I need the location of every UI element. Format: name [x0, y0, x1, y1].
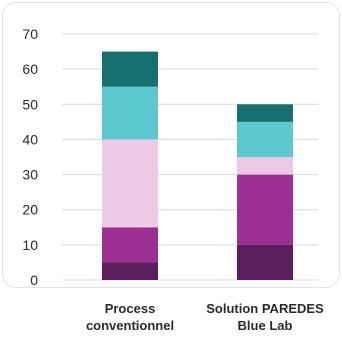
y-tick-label: 40 [22, 131, 38, 147]
y-tick-label: 20 [22, 202, 38, 218]
category-label: conventionnel [86, 318, 174, 333]
category-label: Process [105, 301, 156, 316]
category-labels: Process conventionnel Solution PAREDES Blue… [86, 301, 324, 333]
bar-segment [237, 121, 293, 157]
y-axis-ticks: 0 10 20 30 40 50 60 70 [22, 26, 38, 288]
bars [102, 51, 293, 280]
bar-segment [237, 174, 293, 245]
bar-segment [237, 157, 293, 175]
category-label: Solution PAREDES [206, 301, 324, 316]
y-tick-label: 10 [22, 237, 38, 253]
y-tick-label: 50 [22, 96, 38, 112]
bar-segment [102, 51, 158, 87]
bar-segment [237, 104, 293, 122]
bar-segment [102, 139, 158, 228]
y-tick-label: 0 [30, 272, 38, 288]
bar-segment [237, 244, 293, 280]
bar-segment [102, 227, 158, 263]
bar-segment [102, 262, 158, 280]
category-label: Blue Lab [238, 318, 293, 333]
y-tick-label: 30 [22, 167, 38, 183]
bar-segment [102, 86, 158, 140]
y-tick-label: 70 [22, 26, 38, 42]
y-tick-label: 60 [22, 61, 38, 77]
